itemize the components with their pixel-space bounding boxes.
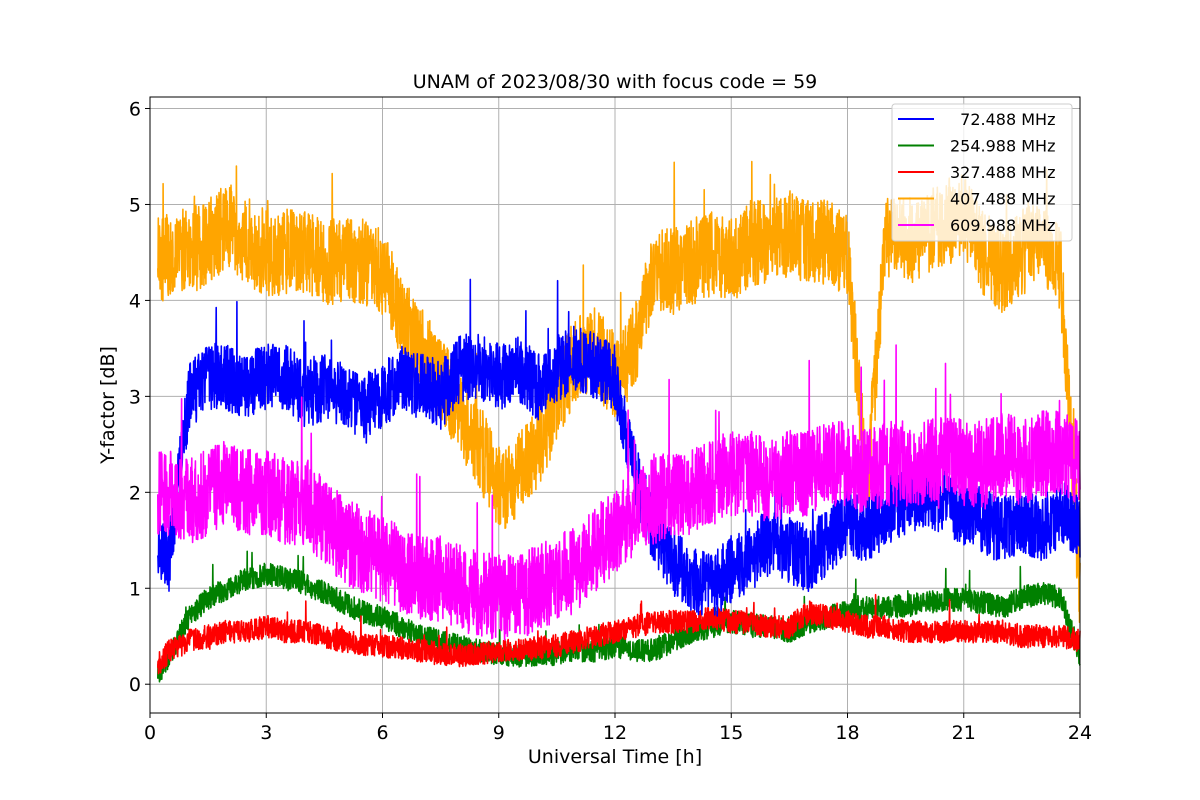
legend-entry: 407.488 MHz — [950, 190, 1055, 209]
legend-entry: 254.988 MHz — [950, 137, 1055, 156]
y-tick-label: 3 — [129, 386, 141, 408]
x-tick-label: 12 — [603, 722, 627, 744]
x-tick-label: 18 — [835, 722, 859, 744]
series-layer — [157, 160, 1081, 683]
x-tick-label: 15 — [719, 722, 743, 744]
y-tick-label: 2 — [129, 482, 141, 504]
series-line — [157, 344, 1081, 641]
y-tick-label: 6 — [129, 99, 141, 121]
series-line — [157, 278, 1081, 617]
legend-entry: 327.488 MHz — [950, 163, 1055, 182]
x-tick-label: 21 — [952, 722, 976, 744]
legend-box — [891, 103, 1073, 242]
chart-title: UNAM of 2023/08/30 with focus code = 59 — [413, 71, 818, 93]
series-line — [157, 550, 1081, 683]
x-tick-label: 9 — [493, 722, 505, 744]
series-line — [157, 593, 1081, 675]
x-tick-label: 0 — [144, 722, 156, 744]
legend-entry: 72.488 MHz — [950, 110, 1055, 129]
y-tick-label: 5 — [129, 194, 141, 216]
x-axis-label: Universal Time [h] — [528, 746, 702, 768]
y-tick-label: 4 — [129, 290, 141, 312]
y-tick-label: 1 — [129, 578, 141, 600]
legend-entry: 609.988 MHz — [950, 216, 1055, 235]
x-tick-label: 6 — [376, 722, 388, 744]
legend: 72.488 MHz 254.988 MHz 327.488 MHz 407.488 … — [891, 103, 1073, 242]
y-tick-label: 0 — [129, 674, 141, 696]
x-tick-label: 3 — [260, 722, 272, 744]
x-tick-label: 24 — [1068, 722, 1092, 744]
y-axis-label: Y-factor [dB] — [97, 346, 119, 465]
